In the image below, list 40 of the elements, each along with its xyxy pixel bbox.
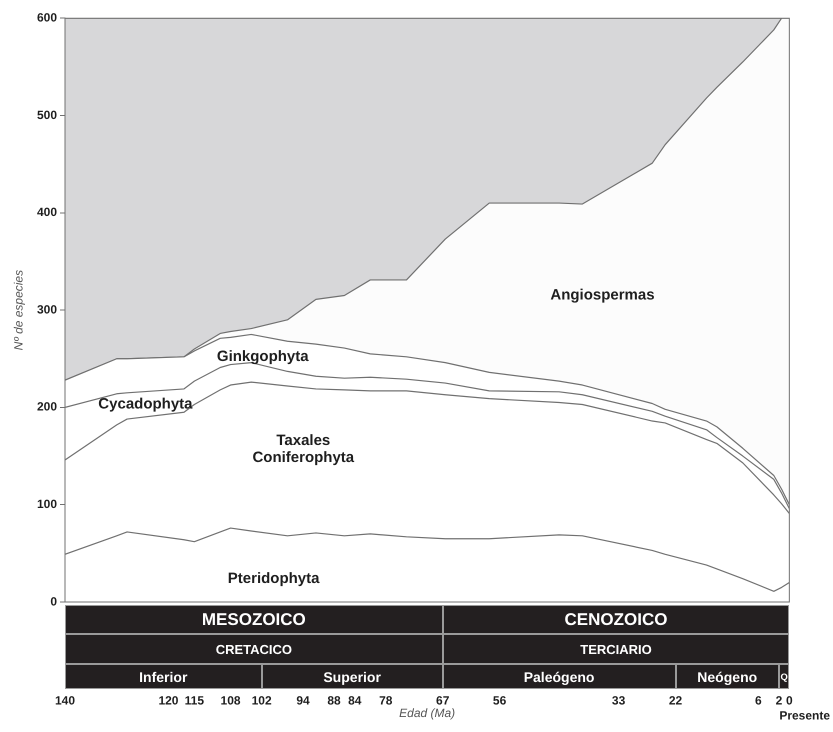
x-tick-label: 108 <box>220 694 241 708</box>
y-tick-label: 0 <box>50 594 58 608</box>
y-tick-label: 100 <box>36 497 58 512</box>
y-tick-label: 200 <box>36 400 58 414</box>
series-label: Taxales Coniferophyta <box>252 432 355 466</box>
x-axis-title: Edad (Ma) <box>399 706 456 720</box>
text: Q <box>778 664 790 689</box>
x-tick-label: 140 <box>54 694 76 708</box>
text: Inferior <box>65 664 262 689</box>
series-label: Ginkgophyta <box>216 348 310 365</box>
text: Presente <box>779 708 830 722</box>
y-tick-label: 400 <box>36 205 58 220</box>
series-label: Cycadophyta <box>98 395 194 412</box>
y-tick-label: 500 <box>36 108 58 122</box>
x-tick-label: 115 <box>184 694 204 708</box>
series-label: Pteridophyta <box>228 570 320 588</box>
text: MESOZOICO <box>65 605 443 634</box>
x-tick-label: 2 <box>776 694 783 708</box>
x-tick-label: 22 <box>668 694 683 708</box>
x-tick-label: 120 <box>158 694 179 708</box>
x-tick-label: 33 <box>612 694 626 708</box>
x-tick-label: 102 <box>252 694 272 708</box>
x-tick-label: 84 <box>348 694 362 708</box>
y-tick-label: 300 <box>36 302 58 316</box>
x-tick-label: 67 <box>436 694 450 708</box>
y-tick-label: 600 <box>36 10 58 25</box>
text: TERCIARIO <box>442 634 790 664</box>
x-tick-label: 94 <box>296 694 310 708</box>
x-tick-label: 6 <box>754 694 762 708</box>
y-axis-title: Nº de especies <box>12 270 26 350</box>
text: Superior <box>262 664 443 689</box>
x-tick-label: 78 <box>379 694 393 708</box>
x-tick-label: 56 <box>492 694 507 708</box>
text: CENOZOICO <box>442 605 790 634</box>
text: Paleógeno <box>442 664 676 689</box>
x-tick-label: 88 <box>327 694 342 708</box>
text: Neógeno <box>676 664 779 689</box>
x-tick-label: 0 <box>786 694 793 708</box>
text: CRETACICO <box>65 634 443 664</box>
series-label: Angiospermas <box>550 286 655 304</box>
